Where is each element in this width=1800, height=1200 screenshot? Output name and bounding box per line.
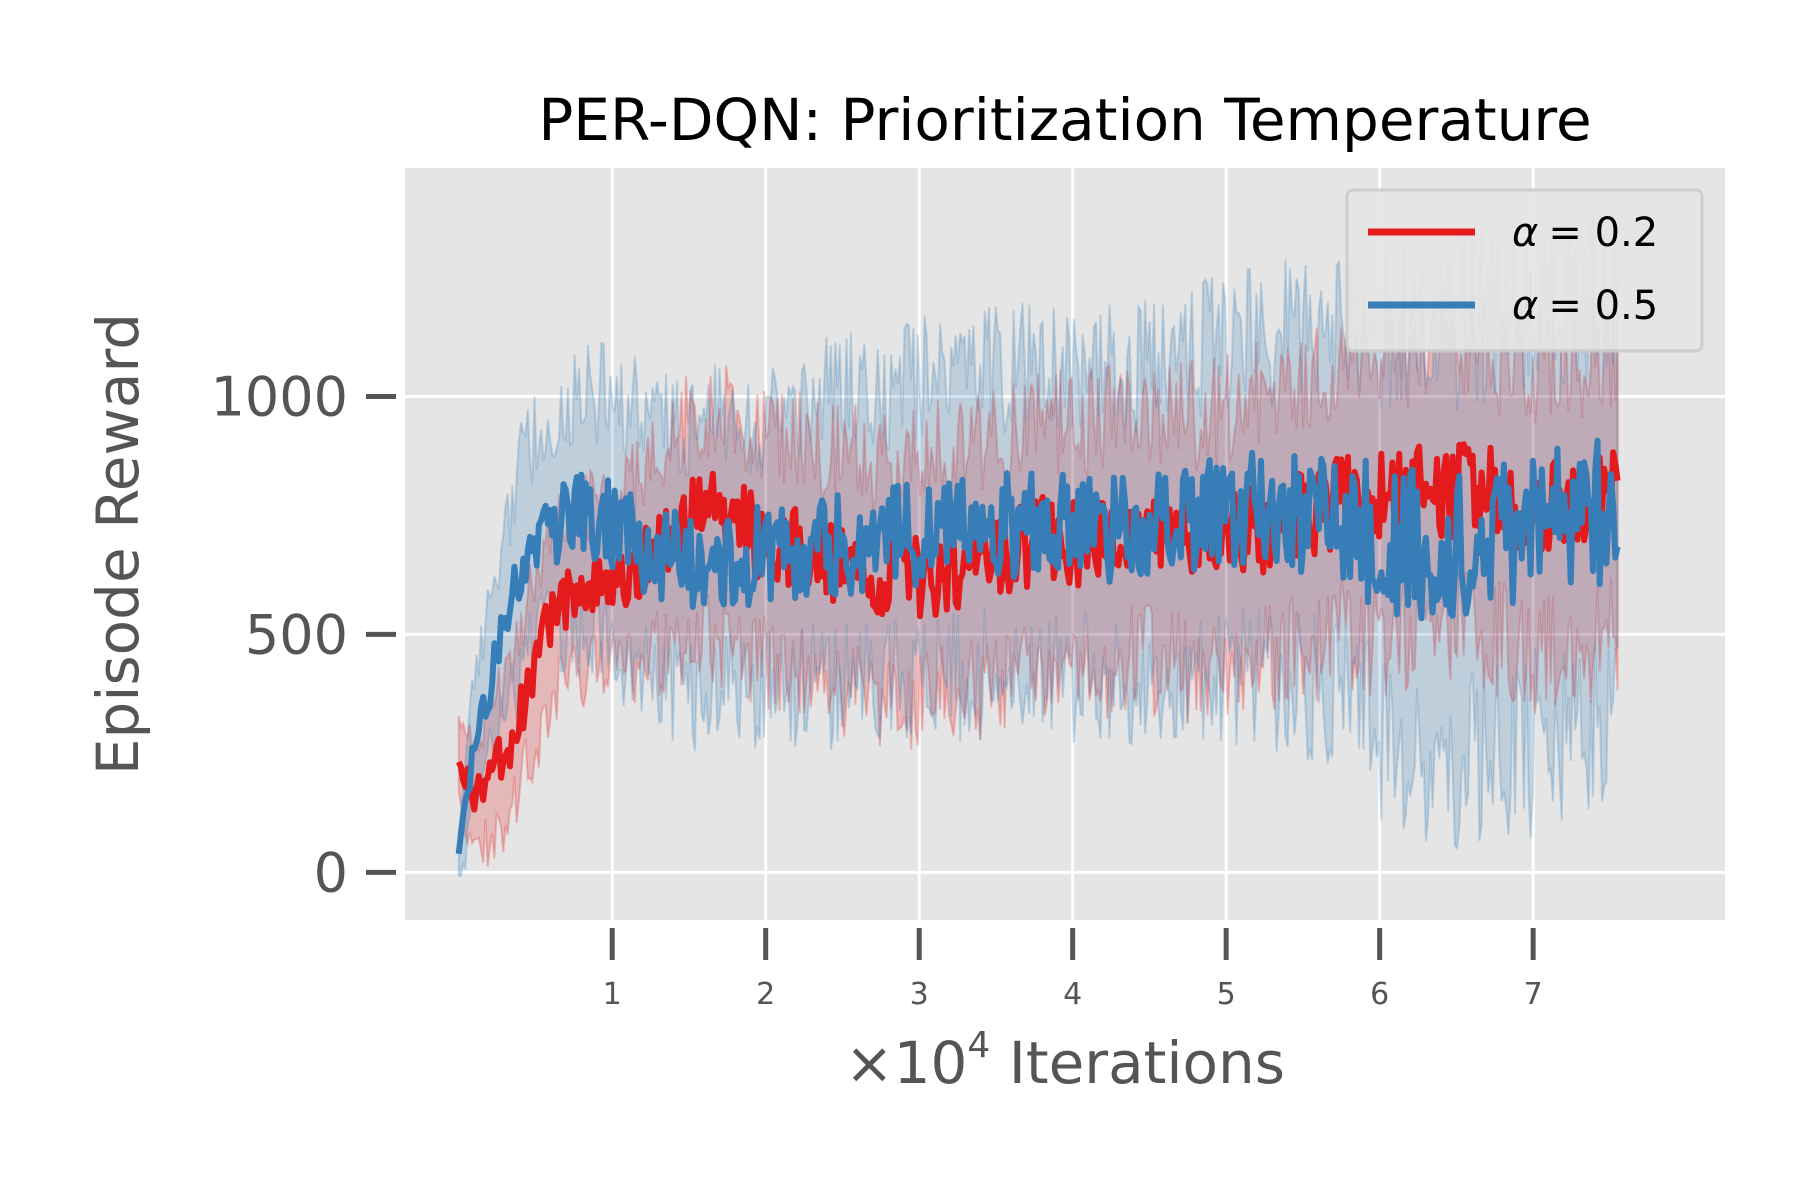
x-tick-label: 6 — [1370, 977, 1389, 1012]
x-tick-label: 3 — [910, 977, 929, 1012]
y-axis-ticks: 0 500 1000 — [211, 365, 396, 904]
x-tick-label: 5 — [1217, 977, 1236, 1012]
chart-title: PER-DQN: Prioritization Temperature — [538, 86, 1591, 154]
x-axis-label-suffix: Iterations — [990, 1029, 1285, 1097]
y-axis-label: Episode Reward — [84, 313, 152, 775]
x-axis-label-prefix: ×10 — [845, 1029, 967, 1097]
x-axis-label: ×104 Iterations — [845, 1025, 1285, 1097]
legend-symbol: α — [1512, 210, 1538, 256]
confidence-band-alpha-0-2 — [457, 293, 1619, 868]
series-line-alpha-0-5 — [455, 437, 1621, 855]
legend-label-alpha-0-5: α = 0.5 — [1512, 283, 1658, 329]
x-axis-label-exponent: 4 — [967, 1025, 990, 1066]
legend: α = 0.2 α = 0.5 — [1345, 188, 1704, 353]
legend-value: = 0.2 — [1548, 210, 1658, 256]
legend-value: = 0.5 — [1548, 283, 1658, 329]
legend-symbol: α — [1512, 283, 1538, 329]
legend-label-alpha-0-2: α = 0.2 — [1512, 210, 1658, 256]
y-tick-label: 1000 — [211, 365, 348, 428]
x-tick-label: 2 — [756, 977, 775, 1012]
y-tick-label: 500 — [245, 603, 348, 666]
series-lines — [455, 437, 1621, 855]
x-tick-label: 4 — [1063, 977, 1082, 1012]
x-axis-ticks: 1 2 3 4 5 6 7 — [603, 928, 1543, 1012]
x-tick-label: 1 — [603, 977, 622, 1012]
x-tick-label: 7 — [1524, 977, 1543, 1012]
y-tick-label: 0 — [314, 841, 348, 904]
